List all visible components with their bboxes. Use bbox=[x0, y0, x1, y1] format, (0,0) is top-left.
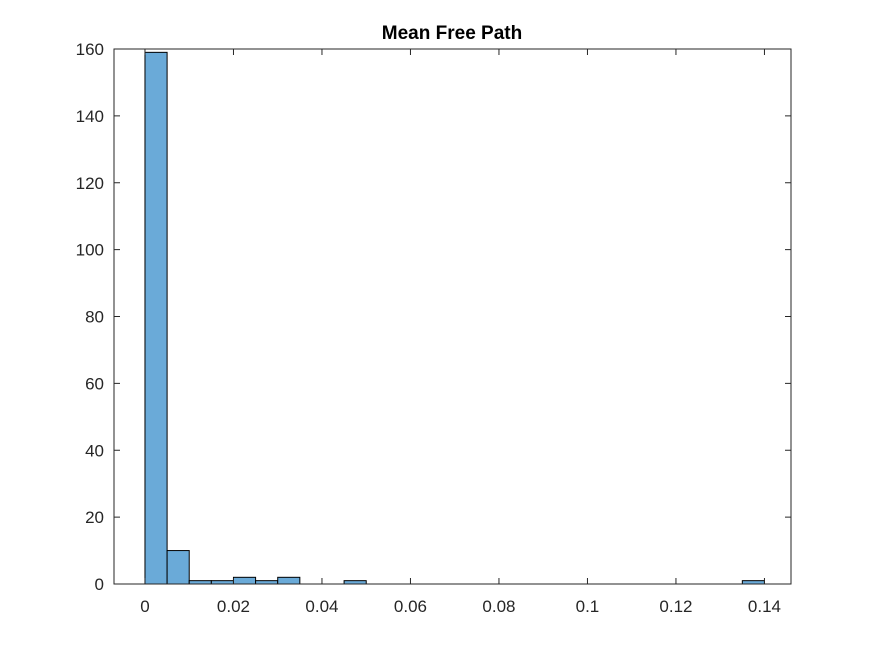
x-tick-label: 0.1 bbox=[576, 597, 600, 616]
y-tick-label: 140 bbox=[76, 107, 104, 126]
y-tick-label: 120 bbox=[76, 174, 104, 193]
y-tick-label: 100 bbox=[76, 241, 104, 260]
chart-title: Mean Free Path bbox=[382, 23, 522, 44]
x-tick-label: 0.08 bbox=[482, 597, 515, 616]
histogram-bar bbox=[255, 580, 279, 585]
histogram-bar bbox=[741, 580, 765, 585]
x-tick-label: 0.02 bbox=[217, 597, 250, 616]
histogram-bar bbox=[166, 550, 190, 585]
axes-group: 0 0.02 0.04 0.06 0.08 0.1 0.12 0.14 0 20 40 60 80 100… bbox=[76, 40, 792, 616]
x-tick-label: 0.14 bbox=[748, 597, 781, 616]
histogram-bar bbox=[343, 580, 367, 585]
x-tick-label: 0 bbox=[140, 597, 149, 616]
bars-group bbox=[144, 51, 765, 585]
histogram-bar bbox=[210, 580, 234, 585]
y-tick-label: 60 bbox=[85, 374, 104, 393]
y-tick-label: 0 bbox=[95, 575, 104, 594]
axes-box bbox=[113, 48, 792, 585]
histogram-bar bbox=[232, 576, 257, 585]
y-tick-label: 160 bbox=[76, 40, 104, 59]
histogram-bar bbox=[277, 576, 301, 585]
y-tick-label: 20 bbox=[85, 508, 104, 527]
y-tick-label: 80 bbox=[85, 308, 104, 327]
histogram-bar bbox=[144, 51, 168, 585]
x-tick-label: 0.12 bbox=[659, 597, 692, 616]
x-tick-label: 0.06 bbox=[394, 597, 427, 616]
y-tick-label: 40 bbox=[85, 441, 104, 460]
histogram-bar bbox=[188, 580, 212, 585]
x-tick-label: 0.04 bbox=[305, 597, 338, 616]
